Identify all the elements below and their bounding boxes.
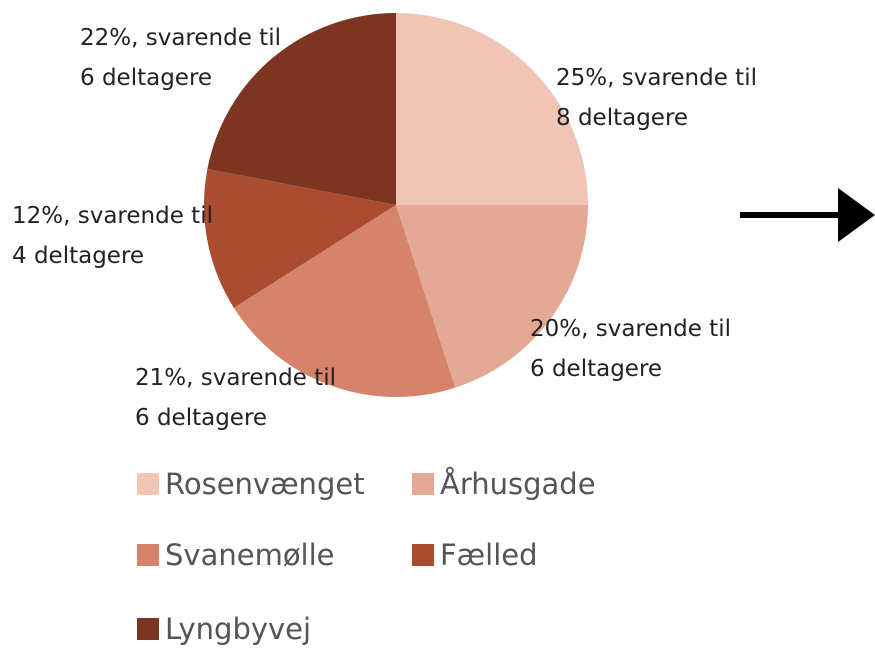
data-label: 20%, svarende til 6 deltagere bbox=[530, 316, 731, 382]
pie-slice bbox=[233, 205, 456, 398]
data-label: 22%, svarende til 6 deltagere bbox=[80, 25, 281, 91]
pie-slice bbox=[207, 13, 396, 205]
legend-label: Rosenvænget bbox=[165, 467, 365, 501]
legend-swatch bbox=[137, 618, 159, 640]
data-label: 12%, svarende til 4 deltagere bbox=[12, 203, 213, 269]
legend-item: Lyngbyvej bbox=[137, 607, 311, 651]
legend-swatch bbox=[412, 544, 434, 566]
arrow bbox=[740, 188, 875, 242]
data-label: 25%, svarende til 8 deltagere bbox=[556, 65, 757, 131]
pie-slice bbox=[396, 205, 588, 388]
legend-label: Lyngbyvej bbox=[165, 612, 312, 646]
legend-label: Svanemølle bbox=[165, 538, 335, 572]
legend-swatch bbox=[137, 473, 159, 495]
legend-swatch bbox=[412, 473, 434, 495]
legend-item: Århusgade bbox=[412, 462, 596, 506]
legend-label: Århusgade bbox=[440, 467, 596, 501]
legend-item: Svanemølle bbox=[137, 533, 335, 577]
legend-item: Rosenvænget bbox=[137, 462, 365, 506]
legend-swatch bbox=[137, 544, 159, 566]
legend-item: Fælled bbox=[412, 533, 538, 577]
pie-slice bbox=[396, 13, 588, 205]
pie-slice bbox=[204, 169, 396, 308]
data-label: 21%, svarende til 6 deltagere bbox=[135, 365, 336, 431]
legend-label: Fælled bbox=[440, 538, 538, 572]
